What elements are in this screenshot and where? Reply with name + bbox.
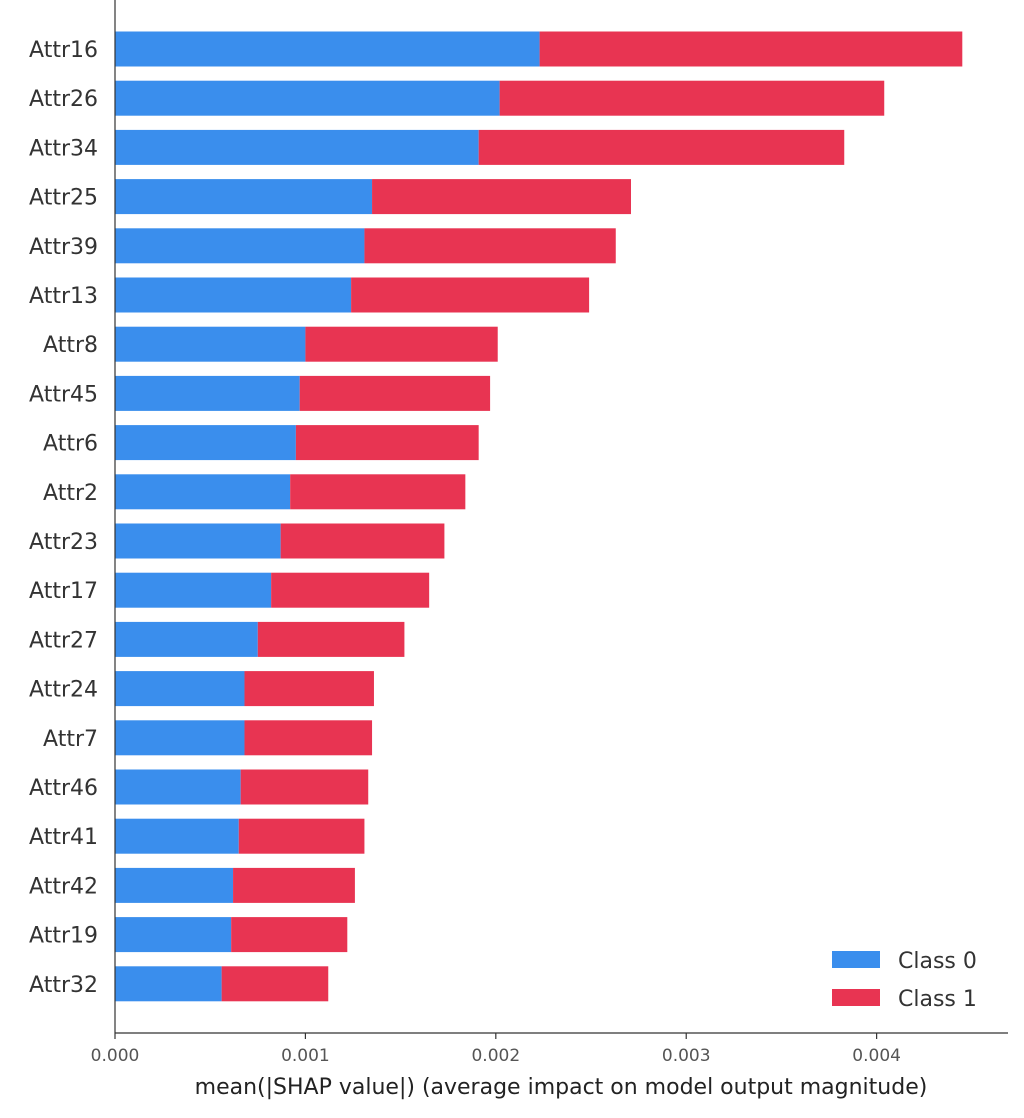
bar-attr41-class1 [238,818,365,854]
bar-attr6-class1 [295,425,479,461]
bar-attr27-class0 [115,621,258,657]
bar-attr7-class1 [244,720,373,756]
bar-attr8-class0 [115,326,306,362]
legend-swatch-class0 [832,951,880,968]
y-tick-label-attr19: Attr19 [29,924,98,949]
bar-attr13-class1 [351,277,590,313]
bar-attr7-class0 [115,720,245,756]
y-tick-label-attr45: Attr45 [29,382,98,407]
x-tick-label: 0.001 [281,1046,330,1066]
bar-attr23-class0 [115,523,281,559]
bar-attr46-class0 [115,769,241,805]
bar-attr16-class0 [115,31,540,67]
bar-attr16-class1 [539,31,963,67]
bar-attr32-class0 [115,966,222,1002]
y-tick-label-attr42: Attr42 [29,874,98,899]
bar-attr42-class0 [115,867,234,903]
bar-attr2-class1 [290,474,466,510]
bar-attr34-class0 [115,129,479,165]
x-tick-label: 0.000 [91,1046,140,1066]
y-tick-label-attr13: Attr13 [29,284,98,309]
y-tick-label-attr6: Attr6 [43,432,98,457]
y-tick-label-attr32: Attr32 [29,973,98,998]
y-tick-label-attr17: Attr17 [29,579,98,604]
bar-attr23-class1 [280,523,445,559]
bar-attr24-class1 [244,671,374,707]
x-axis-label: mean(|SHAP value|) (average impact on mo… [195,1075,928,1100]
bar-attr17-class1 [271,572,430,608]
bar-attr34-class1 [478,129,845,165]
bar-attr46-class1 [240,769,369,805]
legend-swatch-class1 [832,989,880,1006]
bar-attr2-class0 [115,474,291,510]
x-ticks-layer: 0.000 0.001 0.002 0.003 0.004 [91,1033,901,1066]
x-tick-label: 0.002 [471,1046,520,1066]
bar-attr27-class1 [257,621,405,657]
bar-attr25-class0 [115,179,373,215]
x-tick-label: 0.003 [662,1046,711,1066]
y-tick-label-attr26: Attr26 [29,87,98,112]
bar-attr42-class1 [233,867,355,903]
bar-attr45-class0 [115,375,300,411]
y-labels-layer: Attr16 Attr26 Attr34 Attr25 Attr39 Attr13 Attr… [29,38,98,998]
y-tick-label-attr39: Attr39 [29,235,98,260]
bar-attr6-class0 [115,425,296,461]
legend-label-class1: Class 1 [898,987,977,1012]
legend: Class 0 Class 1 [832,949,977,1012]
bar-attr25-class1 [372,179,631,215]
y-tick-label-attr34: Attr34 [29,136,98,161]
y-tick-label-attr46: Attr46 [29,776,98,801]
y-tick-label-attr8: Attr8 [43,333,98,358]
bar-attr26-class1 [499,80,885,116]
bar-attr45-class1 [299,375,491,411]
y-tick-label-attr27: Attr27 [29,628,98,653]
y-tick-label-attr7: Attr7 [43,727,98,752]
x-tick-label: 0.004 [852,1046,901,1066]
y-tick-label-attr23: Attr23 [29,530,98,555]
bar-attr24-class0 [115,671,245,707]
bar-attr19-class1 [231,917,348,953]
bars-layer [115,31,963,1002]
bar-attr32-class1 [221,966,329,1002]
bar-attr41-class0 [115,818,239,854]
bar-attr8-class1 [305,326,498,362]
y-tick-label-attr25: Attr25 [29,186,98,211]
y-tick-label-attr16: Attr16 [29,38,98,63]
y-tick-label-attr24: Attr24 [29,678,98,703]
y-tick-label-attr2: Attr2 [43,481,98,506]
y-tick-label-attr41: Attr41 [29,825,98,850]
bar-attr19-class0 [115,917,232,953]
bar-attr39-class0 [115,228,365,264]
legend-label-class0: Class 0 [898,949,977,974]
bar-attr13-class0 [115,277,352,313]
bar-attr39-class1 [364,228,616,264]
bar-attr26-class0 [115,80,500,116]
bar-attr17-class0 [115,572,272,608]
